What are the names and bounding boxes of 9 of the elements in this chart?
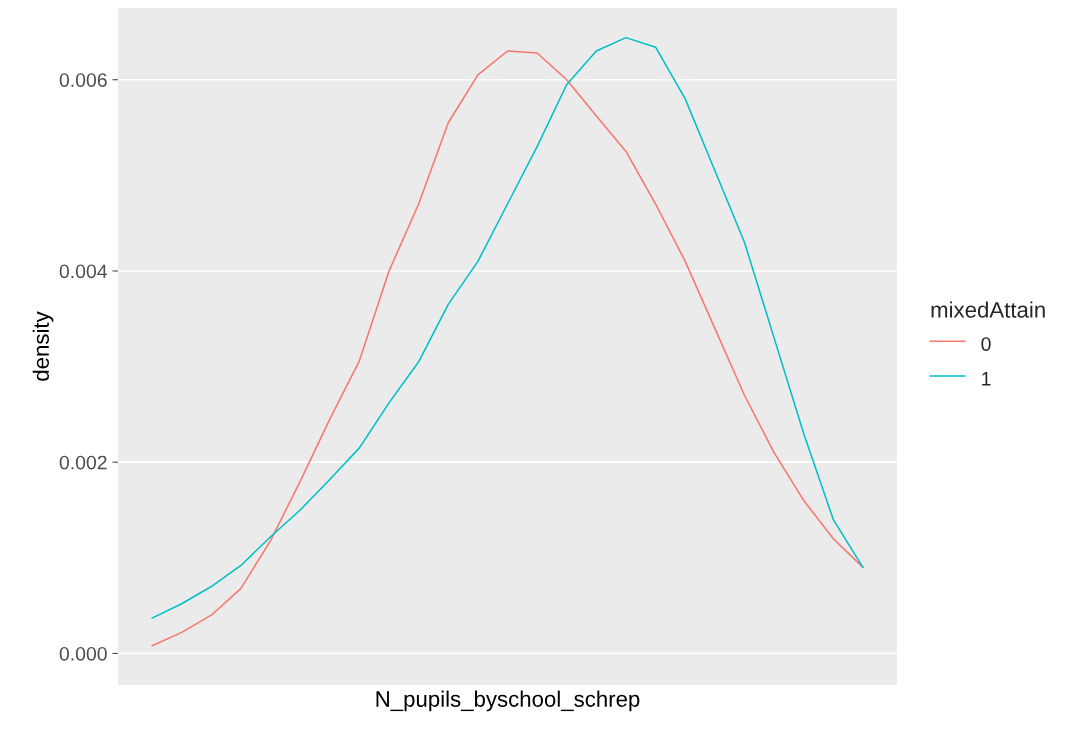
legend-title: mixedAttain xyxy=(931,301,1045,318)
x-axis-title: N_pupils_byschool_schrep xyxy=(376,690,640,712)
legend-label: 0 xyxy=(981,337,991,351)
y-tick-label: 0.000 xyxy=(59,646,107,661)
y-tick-label: 0.002 xyxy=(59,455,107,470)
y-tick-label: 0.006 xyxy=(59,73,107,87)
legend-label: 1 xyxy=(982,372,991,386)
y-tick-label: 0.004 xyxy=(59,264,108,279)
y-axis-title: density xyxy=(32,311,54,381)
